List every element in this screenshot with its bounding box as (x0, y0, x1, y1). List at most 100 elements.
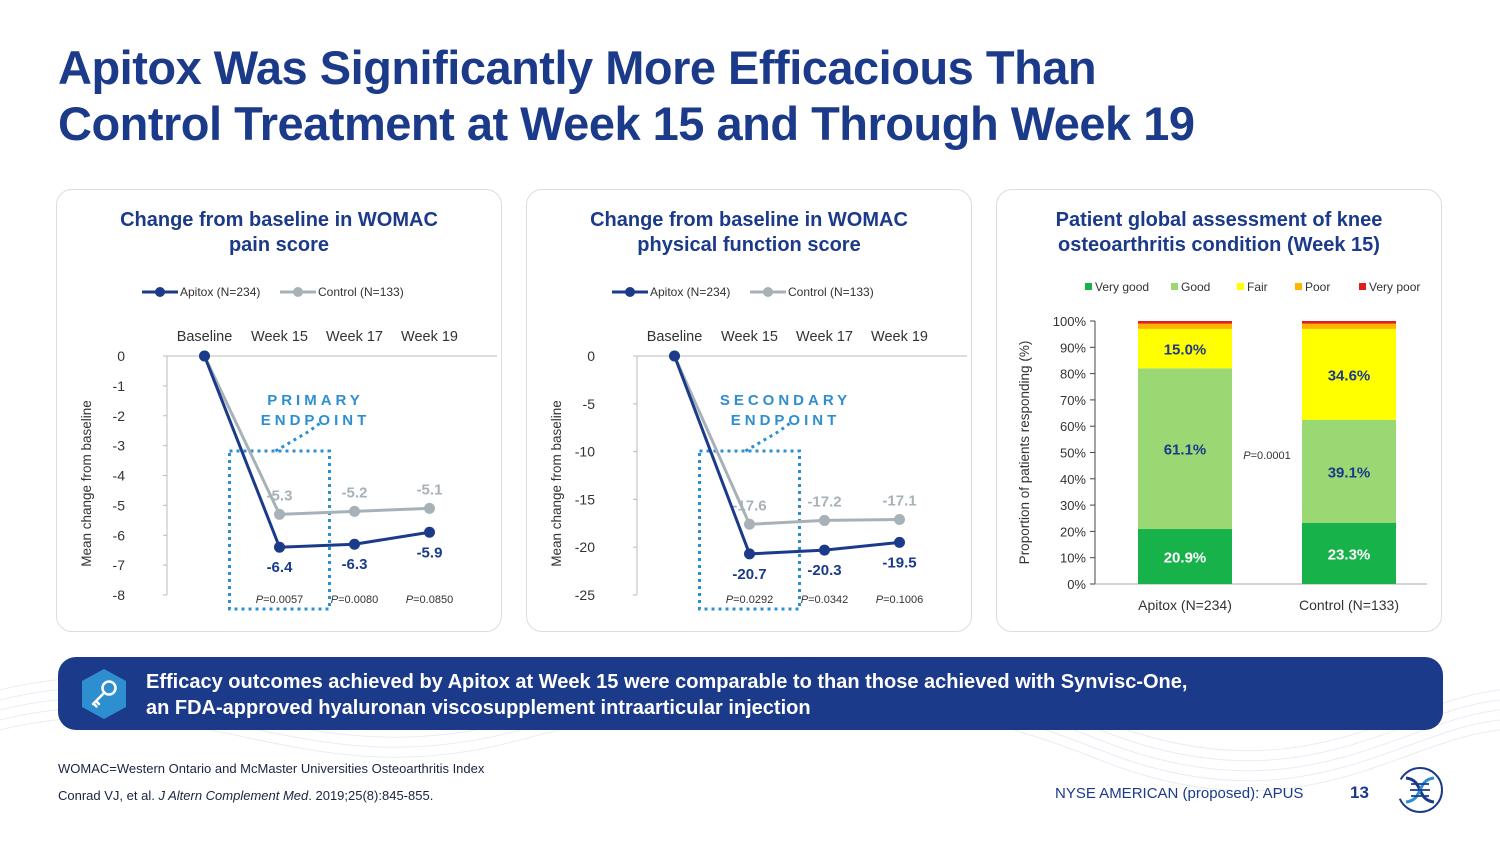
data-point (669, 350, 680, 362)
legend-label: Good (1181, 280, 1210, 294)
reference-authors: Conrad VJ, et al. (58, 788, 159, 803)
bar-data-label: 15.0% (1164, 342, 1207, 359)
y-tick-label: -4 (113, 468, 126, 484)
data-label: -17.2 (807, 493, 841, 510)
data-label: -5.1 (417, 481, 443, 498)
y-tick-label: 0 (587, 348, 595, 364)
data-point (424, 502, 435, 514)
panel-title: Change from baseline in WOMAC physical f… (537, 208, 961, 258)
legend-label: Fair (1247, 280, 1268, 294)
data-label: -6.3 (342, 556, 368, 573)
series-line-apitox (203, 355, 430, 549)
panel-title: Change from baseline in WOMAC pain score (67, 208, 491, 258)
footnote-reference: Conrad VJ, et al. J Altern Complement Me… (58, 788, 433, 803)
reference-journal: J Altern Complement Med (158, 788, 309, 803)
panel-title-line-1: Change from baseline in WOMAC (120, 209, 438, 231)
legend-label-0: Apitox (N=234) (650, 285, 730, 299)
callout-line-2: an FDA-approved hyaluronan viscosuppleme… (146, 697, 811, 719)
data-point (424, 526, 435, 538)
legend-label: Poor (1305, 280, 1330, 294)
callout-text: Efficacy outcomes achieved by Apitox at … (146, 669, 1346, 721)
x-tick-label: Week 19 (871, 329, 928, 345)
helix-logo-icon (1397, 767, 1443, 813)
key-message-callout: Efficacy outcomes achieved by Apitox at … (58, 657, 1443, 730)
y-tick-label: 70% (1060, 393, 1086, 408)
data-label: -5.3 (267, 487, 293, 504)
data-point (199, 350, 210, 362)
data-point (894, 513, 905, 525)
x-tick-label: Week 15 (251, 329, 308, 345)
data-label: -20.7 (732, 566, 766, 583)
endpoint-label: ENDPOINT (261, 412, 371, 429)
p-value-label: P=0.0850 (406, 594, 453, 606)
data-point (274, 541, 285, 553)
legend-marker-1 (763, 287, 773, 297)
legend-marker-1 (293, 287, 303, 297)
bar-segment (1138, 368, 1232, 530)
y-tick-label: -10 (575, 444, 595, 460)
y-axis-label: Mean change from baseline (549, 400, 564, 567)
panel-title-line-2: physical function score (637, 234, 861, 256)
bar-data-label: 39.1% (1328, 464, 1371, 481)
legend-marker-0 (155, 287, 165, 297)
bar-segment (1138, 529, 1232, 584)
p-value-label: P=0.1006 (876, 594, 923, 606)
key-icon (82, 669, 126, 719)
y-tick-label: -5 (113, 497, 126, 513)
p-value-label: P=0.0080 (331, 594, 378, 606)
global-assessment-chart: Very good Good Fair Poor Very poor 0% 10% 20% 30… (1017, 280, 1427, 613)
x-tick-label: Week 19 (401, 329, 458, 345)
p-value-label: P=0.0342 (801, 594, 848, 606)
data-point (744, 548, 755, 560)
y-tick-label: 0% (1067, 577, 1086, 592)
footnote-womac: WOMAC=Western Ontario and McMaster Unive… (58, 761, 485, 776)
y-tick-label: 90% (1060, 340, 1086, 355)
y-tick-label: -7 (113, 557, 126, 573)
bar-data-label: 20.9% (1164, 550, 1207, 567)
y-tick-label: 20% (1060, 524, 1086, 539)
data-point (349, 505, 360, 517)
pain-score-panel: Change from baseline in WOMAC pain score… (56, 189, 502, 632)
y-tick-label: 100% (1053, 314, 1087, 329)
x-tick-label: Week 15 (721, 329, 778, 345)
endpoint-label: PRIMARY (267, 392, 364, 409)
global-assessment-panel: Patient global assessment of knee osteoa… (996, 189, 1442, 632)
endpoint-box (228, 449, 331, 611)
bar-data-label: 23.3% (1328, 546, 1371, 563)
legend-label-1: Control (N=133) (318, 285, 404, 299)
data-point (274, 508, 285, 520)
bar-segment (1138, 323, 1232, 329)
y-tick-label: 50% (1060, 446, 1086, 461)
physical-function-chart: Apitox (N=234) Control (N=133) Baseline Wee… (549, 285, 967, 611)
legend-swatch-0 (1085, 283, 1092, 290)
x-tick-label: Apitox (N=234) (1138, 597, 1232, 613)
legend-swatch-3 (1295, 283, 1302, 290)
y-tick-label: 60% (1060, 419, 1086, 434)
y-tick-label: -15 (575, 491, 595, 507)
legend-label: Very good (1095, 280, 1149, 294)
pain-score-chart: Apitox (N=234) Control (N=133) Baseline Wee… (79, 285, 497, 611)
callout-line-1: Efficacy outcomes achieved by Apitox at … (146, 671, 1188, 693)
y-tick-label: 10% (1060, 551, 1086, 566)
endpoint-box (698, 449, 801, 611)
x-tick-label: Baseline (647, 329, 703, 345)
legend-label-0: Apitox (N=234) (180, 285, 260, 299)
y-tick-label: -3 (113, 438, 126, 454)
slide-title: Apitox Was Significantly More Efficaciou… (58, 40, 1358, 152)
data-point (349, 538, 360, 550)
data-label: -5.2 (342, 484, 368, 501)
y-tick-label: 0 (117, 348, 125, 364)
legend-marker-0 (625, 287, 635, 297)
data-label: -20.3 (807, 562, 841, 579)
panel-title: Patient global assessment of knee osteoa… (1007, 208, 1431, 258)
data-label: -19.5 (882, 554, 916, 571)
reference-citation: . 2019;25(8):845-855. (308, 788, 434, 803)
y-tick-label: -2 (113, 408, 126, 424)
series-line-control (673, 355, 900, 526)
x-tick-label: Week 17 (326, 329, 383, 345)
bar-data-label: 61.1% (1164, 442, 1207, 459)
endpoint-label: SECONDARY (720, 392, 851, 409)
endpoint-connector (744, 420, 793, 453)
data-point (819, 544, 830, 556)
data-label: -17.1 (882, 492, 916, 509)
